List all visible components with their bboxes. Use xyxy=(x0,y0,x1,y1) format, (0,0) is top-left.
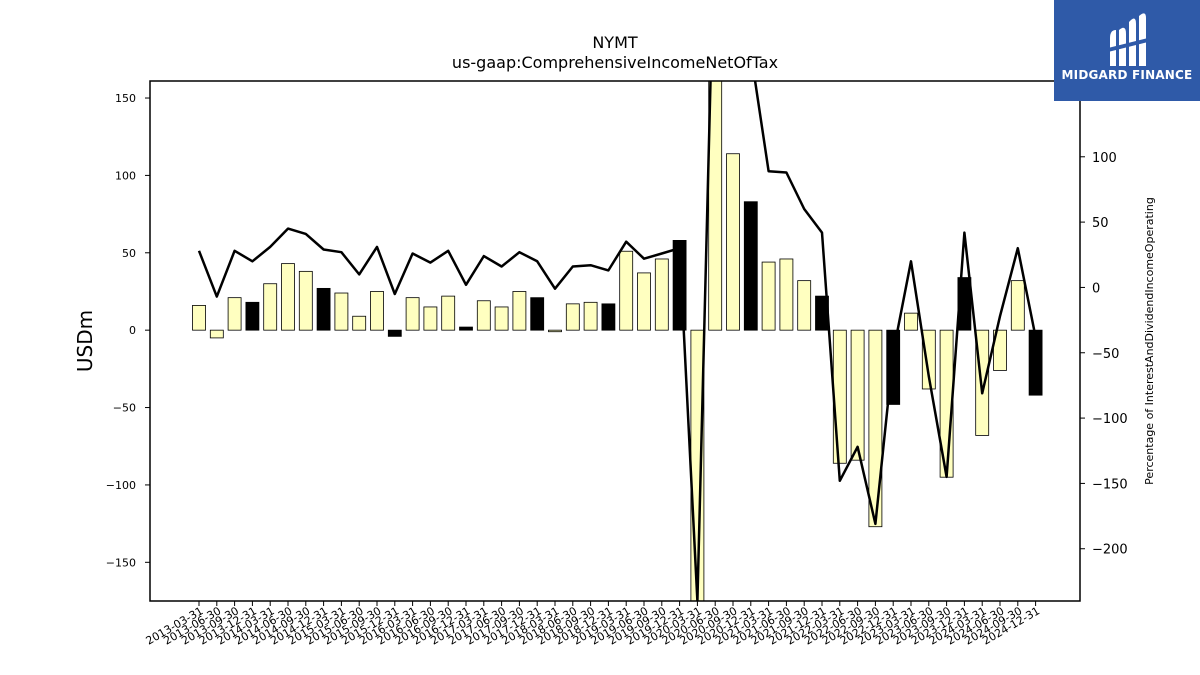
brand-name: MIDGARD FINANCE xyxy=(1061,68,1193,82)
bar-series xyxy=(192,81,1043,601)
y-tick-label: 100 xyxy=(115,169,136,182)
bar xyxy=(334,292,349,331)
bar xyxy=(476,300,491,331)
bar xyxy=(993,329,1007,371)
midgard-finance-logo: MIDGARD FINANCE xyxy=(1054,0,1200,101)
bar xyxy=(868,329,883,528)
y2-tick-label: −200 xyxy=(1092,543,1128,558)
bar xyxy=(743,201,758,331)
y2-tick-label: −50 xyxy=(1092,347,1119,362)
bar xyxy=(583,301,598,331)
bar xyxy=(263,283,278,331)
bar xyxy=(370,291,384,331)
bar xyxy=(209,329,224,339)
y-tick-label: 0 xyxy=(129,324,136,337)
bar xyxy=(459,326,473,331)
y2-tick-label: −150 xyxy=(1092,477,1128,492)
chart-subtitle: us-gaap:ComprehensiveIncomeNetOfTax xyxy=(452,53,778,72)
y2-axis-label: Percentage of InterestAndDividendIncomeO… xyxy=(1143,197,1156,485)
bar xyxy=(921,329,936,390)
bar xyxy=(352,315,367,331)
y2-tick-label: 50 xyxy=(1092,216,1109,231)
midgard-logo-icon xyxy=(1108,13,1148,67)
y-tick-label: 150 xyxy=(115,92,136,105)
line-series-group xyxy=(197,81,1037,601)
bar xyxy=(726,153,740,331)
bar xyxy=(654,258,669,331)
bar xyxy=(192,305,206,331)
y-tick-label: −150 xyxy=(106,556,136,569)
bar xyxy=(298,270,313,331)
y2-tick-label: 100 xyxy=(1092,151,1117,166)
bar xyxy=(494,306,509,331)
bar xyxy=(601,303,616,331)
bar xyxy=(637,272,651,331)
bar xyxy=(281,263,295,331)
bar xyxy=(245,301,260,331)
y-tick-label: 50 xyxy=(122,247,136,260)
bar xyxy=(565,303,580,331)
bar xyxy=(619,250,634,331)
bar xyxy=(779,258,794,331)
bar xyxy=(904,312,918,331)
y2-tick-label: 0 xyxy=(1092,281,1100,296)
bar xyxy=(548,329,562,333)
line-series xyxy=(197,81,1037,601)
bar xyxy=(316,287,331,331)
bar xyxy=(387,329,402,337)
y2-tick-label: −100 xyxy=(1092,412,1128,427)
y-tick-label: −100 xyxy=(106,479,136,492)
y-axis-label: USDm xyxy=(73,310,97,372)
plot-frame xyxy=(149,80,1081,602)
bar xyxy=(512,291,527,331)
bar xyxy=(227,297,242,331)
bar xyxy=(441,295,456,331)
bar xyxy=(761,261,776,331)
bar xyxy=(850,329,865,461)
bar xyxy=(423,306,438,331)
bar xyxy=(1028,329,1043,396)
bar xyxy=(832,329,847,464)
bar xyxy=(1010,280,1025,331)
chart-title: NYMT xyxy=(592,33,638,52)
bar xyxy=(530,297,545,331)
bar xyxy=(797,280,812,331)
y-tick-label: −50 xyxy=(113,402,136,415)
bar xyxy=(405,297,420,331)
